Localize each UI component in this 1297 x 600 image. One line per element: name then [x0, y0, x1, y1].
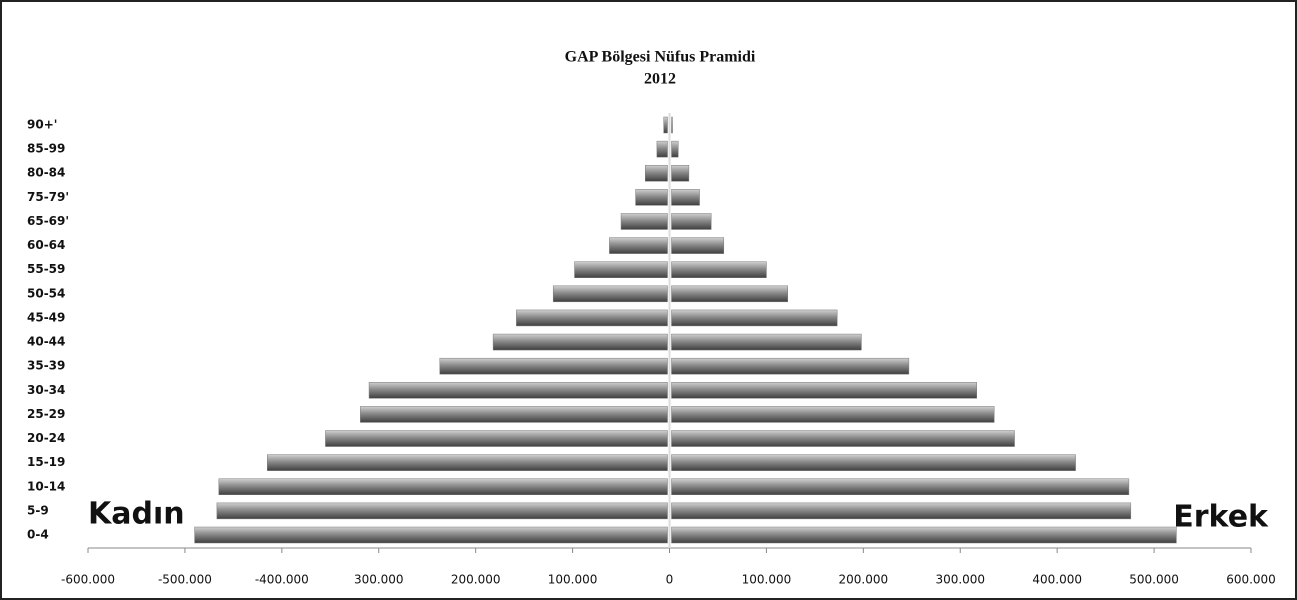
x-tick-label: 100.000: [548, 573, 598, 587]
y-tick-label: 50-54: [27, 286, 65, 300]
bar: [218, 478, 668, 496]
bar: [663, 116, 668, 134]
y-tick-label: 0-4: [27, 528, 49, 542]
x-tick-label: -400.000: [255, 573, 309, 587]
legend-label: Erkek: [1173, 500, 1269, 535]
bar: [267, 454, 668, 471]
bar: [574, 261, 668, 278]
bar: [645, 164, 668, 182]
bar: [671, 309, 838, 327]
y-tick-label: 35-39: [27, 359, 65, 373]
x-tick-label: 300.000: [935, 573, 985, 587]
bar: [368, 382, 668, 399]
bar: [671, 140, 679, 158]
y-tick-label: 15-19: [27, 455, 65, 469]
x-tick-label: -500.000: [158, 573, 212, 587]
bar: [635, 189, 668, 206]
y-tick-label: 60-64: [27, 238, 65, 252]
bar: [656, 140, 668, 158]
bar: [216, 502, 668, 520]
bar: [552, 285, 668, 303]
bar: [671, 116, 673, 134]
x-tick-label: 500.000: [1129, 573, 1179, 587]
x-tick-label: -600.000: [61, 573, 115, 587]
bar: [671, 333, 862, 351]
y-tick-label: 30-34: [27, 383, 65, 397]
y-tick-label: 80-84: [27, 166, 65, 180]
x-tick-label: 300.000: [354, 573, 404, 587]
bar: [620, 213, 668, 230]
bar: [516, 309, 668, 327]
x-tick-label: 400.000: [1032, 573, 1082, 587]
y-tick-label: 20-24: [27, 431, 65, 445]
bar: [671, 164, 690, 182]
y-tick-label: 85-99: [27, 142, 65, 156]
bar: [671, 382, 977, 399]
y-tick-label: 5-9: [27, 503, 49, 517]
bar: [609, 237, 668, 254]
x-tick-label: 600.000: [1226, 573, 1276, 587]
bar: [439, 357, 668, 375]
y-tick-label: 75-79': [27, 190, 69, 204]
chart-subtitle: 2012: [644, 71, 676, 88]
bar: [671, 430, 1015, 447]
chart-title: GAP Bölgesi Nüfus Pramidi: [565, 49, 756, 66]
bar: [671, 454, 1076, 471]
bar: [671, 502, 1132, 520]
bar: [671, 189, 700, 206]
bar: [492, 333, 668, 351]
x-tick-label: 0: [666, 573, 674, 587]
bar: [671, 526, 1177, 544]
y-tick-label: 55-59: [27, 262, 65, 276]
y-tick-label: 40-44: [27, 335, 65, 349]
bar: [194, 526, 668, 544]
bar: [671, 406, 995, 423]
bar: [671, 357, 910, 375]
bar: [671, 478, 1130, 496]
y-tick-label: 90+': [27, 118, 57, 132]
x-tick-label: 100.000: [742, 573, 792, 587]
bar: [360, 406, 668, 423]
bar: [671, 261, 767, 278]
y-tick-label: 45-49: [27, 310, 65, 324]
y-tick-label: 25-29: [27, 407, 65, 421]
x-tick-label: 200.000: [451, 573, 501, 587]
bar: [671, 213, 712, 230]
legend-label: Kadın: [88, 497, 185, 532]
x-tick-label: 200.000: [839, 573, 889, 587]
y-tick-label: 10-14: [27, 479, 65, 493]
y-tick-label: 65-69': [27, 214, 69, 228]
bar: [325, 430, 668, 447]
bar: [671, 237, 725, 254]
bar: [671, 285, 788, 303]
